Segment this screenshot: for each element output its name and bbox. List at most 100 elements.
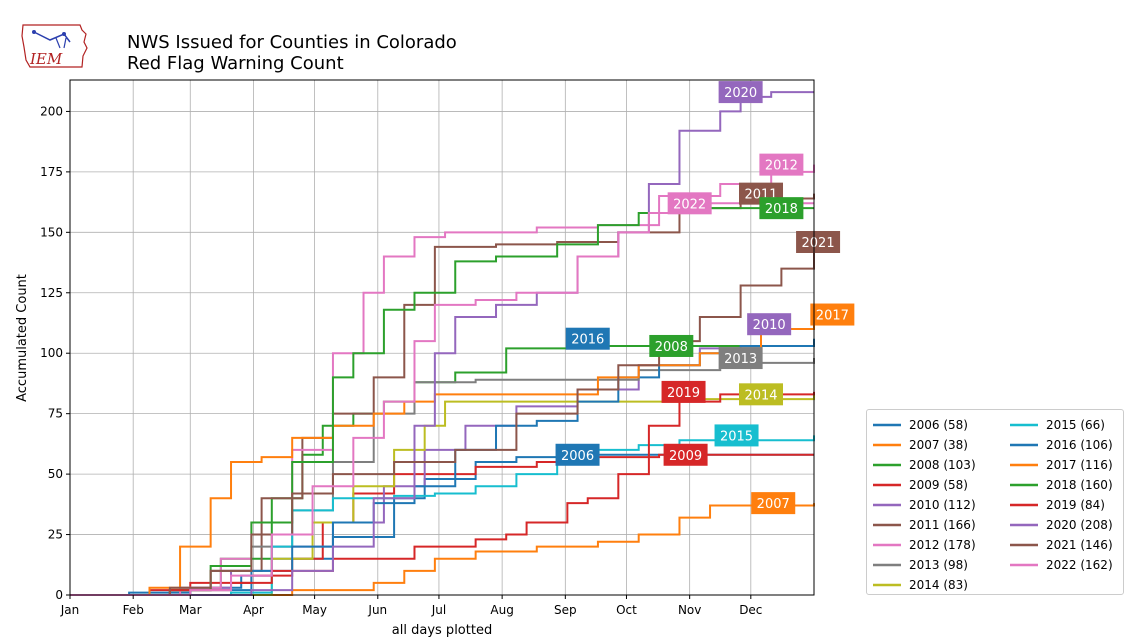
- series-label-2011: 2011: [739, 182, 784, 205]
- legend-label: 2013 (98): [909, 558, 968, 572]
- series-label-box: [661, 380, 706, 403]
- series-label-2009: 2009: [663, 443, 708, 466]
- series-line-2022: [70, 202, 814, 596]
- y-tick-label: 75: [48, 407, 63, 421]
- series-label-2015: 2015: [714, 424, 759, 447]
- x-tick-label: Jun: [367, 603, 387, 617]
- series-label-box: [759, 197, 804, 220]
- series-label-box: [739, 383, 784, 406]
- series-label-text: 2007: [757, 497, 790, 512]
- legend-item-2012: 2012 (178): [873, 538, 976, 552]
- series-label-2018: 2018: [759, 197, 804, 220]
- legend-label: 2017 (116): [1046, 458, 1113, 472]
- x-tick-label: Nov: [678, 603, 701, 617]
- series-line-2015: [70, 435, 815, 596]
- series-label-text: 2010: [753, 318, 786, 333]
- series-label-2007: 2007: [751, 492, 796, 515]
- series-label-text: 2006: [561, 449, 594, 464]
- series-label-box: [667, 192, 712, 215]
- x-tick-label: Aug: [490, 603, 513, 617]
- series-label-2006: 2006: [555, 443, 600, 466]
- series-label-2021: 2021: [796, 230, 841, 253]
- series-line-2014: [70, 394, 815, 596]
- y-tick-label: 100: [40, 346, 63, 360]
- series-label-2020: 2020: [718, 81, 763, 104]
- x-tick-label: Dec: [739, 603, 762, 617]
- legend-item-2011: 2011 (166): [873, 518, 976, 532]
- x-tick-label: Apr: [243, 603, 264, 617]
- chart-subtitle: Red Flag Warning Count: [127, 53, 344, 74]
- legend-item-2013: 2013 (98): [873, 558, 968, 572]
- series-label-box: [751, 492, 796, 515]
- legend-label: 2008 (103): [909, 458, 976, 472]
- legend-label: 2019 (84): [1046, 498, 1105, 512]
- legend-item-2019: 2019 (84): [1010, 498, 1105, 512]
- series-line-2007: [70, 503, 815, 596]
- legend-label: 2010 (112): [909, 498, 976, 512]
- series-label-box: [555, 443, 600, 466]
- series-label-text: 2011: [744, 188, 777, 203]
- x-tick-label: Oct: [616, 603, 637, 617]
- legend-label: 2016 (106): [1046, 438, 1113, 452]
- y-tick-label: 25: [48, 528, 63, 542]
- legend-item-2022: 2022 (162): [1010, 558, 1113, 572]
- iem-logo-icon: IEM: [21, 24, 88, 68]
- series-label-2019: 2019: [661, 380, 706, 403]
- series-label-text: 2018: [765, 202, 798, 217]
- x-tick-label: Jul: [431, 603, 446, 617]
- series-label-text: 2012: [765, 159, 798, 174]
- series-line-2020: [70, 91, 814, 596]
- legend-item-2014: 2014 (83): [873, 578, 968, 592]
- series-labels: 2006 2007 2008 2009 2010 2011 2012 2013 2014 2015…: [555, 81, 855, 515]
- axes-frame: [69, 79, 815, 596]
- x-tick-label: Sep: [554, 603, 577, 617]
- series-line-2019: [70, 391, 815, 596]
- grid-lines: [69, 80, 814, 596]
- series-lines: [70, 91, 815, 596]
- legend-item-2017: 2017 (116): [1010, 458, 1113, 472]
- legend-label: 2018 (160): [1046, 478, 1113, 492]
- legend-label: 2015 (66): [1046, 418, 1105, 432]
- series-label-box: [810, 303, 855, 326]
- legend-item-2008: 2008 (103): [873, 458, 976, 472]
- series-label-text: 2009: [669, 449, 702, 464]
- series-line-2013: [70, 358, 815, 596]
- series-line-2021: [70, 241, 815, 596]
- legend-item-2020: 2020 (208): [1010, 518, 1113, 532]
- legend-item-2007: 2007 (38): [873, 438, 968, 452]
- x-tick-label: Feb: [123, 603, 144, 617]
- series-label-text: 2021: [802, 236, 835, 251]
- series-label-text: 2019: [667, 386, 700, 401]
- series-label-text: 2014: [744, 388, 777, 403]
- legend-item-2016: 2016 (106): [1010, 438, 1113, 452]
- x-axis-ticks: Jan Feb Mar Apr May Jun Jul Aug Sep Oct Nov Dec: [60, 595, 762, 617]
- legend-label: 2022 (162): [1046, 558, 1113, 572]
- y-tick-label: 125: [40, 286, 63, 300]
- y-tick-label: 175: [40, 165, 63, 179]
- legend-item-2018: 2018 (160): [1010, 478, 1113, 492]
- legend-item-2021: 2021 (146): [1010, 538, 1113, 552]
- series-label-text: 2020: [724, 86, 757, 101]
- series-label-box: [718, 81, 763, 104]
- series-label-box: [565, 327, 610, 350]
- series-label-text: 2017: [816, 309, 849, 324]
- legend-label: 2020 (208): [1046, 518, 1113, 532]
- series-line-2017: [70, 314, 815, 596]
- series-label-2012: 2012: [759, 153, 804, 176]
- legend-label: 2007 (38): [909, 438, 968, 452]
- series-label-text: 2015: [720, 429, 753, 444]
- legend-item-2009: 2009 (58): [873, 478, 968, 492]
- legend-label: 2012 (178): [909, 538, 976, 552]
- series-label-box: [759, 153, 804, 176]
- x-tick-label: Jan: [60, 603, 80, 617]
- legend-item-2006: 2006 (58): [873, 418, 968, 432]
- series-label-box: [796, 230, 841, 253]
- legend-label: 2011 (166): [909, 518, 976, 532]
- legend-item-2015: 2015 (66): [1010, 418, 1105, 432]
- series-line-2016: [70, 338, 815, 596]
- series-label-text: 2022: [673, 197, 706, 212]
- series-label-2014: 2014: [739, 383, 784, 406]
- y-tick-label: 50: [48, 467, 63, 481]
- series-line-2010: [70, 324, 815, 596]
